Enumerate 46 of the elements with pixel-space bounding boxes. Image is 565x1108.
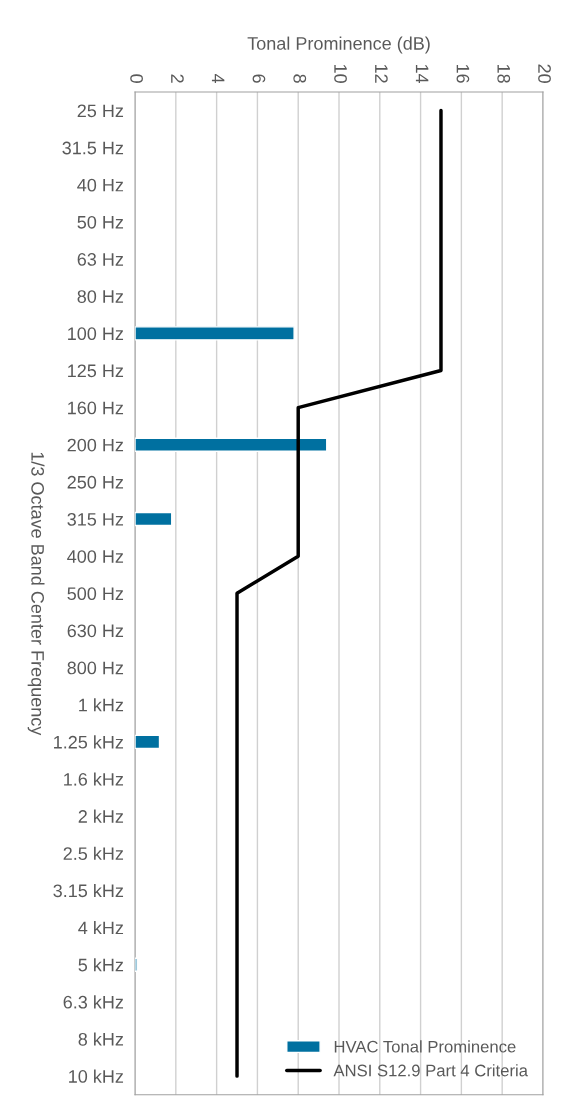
y-tick-label: 2.5 kHz xyxy=(63,846,124,861)
y-tick-label: 3.15 kHz xyxy=(53,883,124,898)
x-tick-label: 8 xyxy=(293,74,307,83)
x-tick-label: 18 xyxy=(497,64,511,83)
y-tick-label: 5 kHz xyxy=(78,958,124,972)
x-tick-label: 20 xyxy=(538,64,551,83)
legend-label: HVAC Tonal Prominence xyxy=(334,1040,516,1053)
x-tick-label: 4 xyxy=(211,74,225,84)
x-tick-label: 10 xyxy=(334,64,347,83)
y-tick-label: 1 kHz xyxy=(79,698,124,712)
x-tick-label: 2 xyxy=(171,74,184,83)
y-tick-label: 400 Hz xyxy=(67,550,124,563)
y-tick-label: 63 Hz xyxy=(77,253,124,266)
x-tick-label: 14 xyxy=(415,64,429,84)
y-tick-label: 80 Hz xyxy=(77,290,124,303)
y-tick-label: 31.5 Hz xyxy=(62,141,124,155)
y-tick-label: 4 kHz xyxy=(78,921,124,935)
y-tick-label: 8 kHz xyxy=(78,1032,124,1046)
x-tick-label: 0 xyxy=(130,74,143,83)
x-tick-label: 16 xyxy=(456,64,470,83)
y-tick-label: 1.6 kHz xyxy=(64,772,124,786)
x-axis-title: Tonal Prominence (dB) xyxy=(247,36,430,54)
y-tick-label: 10 kHz xyxy=(69,1069,124,1083)
y-tick-label: 2 kHz xyxy=(78,809,124,823)
bar xyxy=(135,437,328,452)
y-tick-label: 100 Hz xyxy=(68,327,124,341)
bar xyxy=(135,326,295,341)
y-tick-label: 200 Hz xyxy=(67,438,124,452)
y-tick-label: 125 Hz xyxy=(68,364,124,378)
y-tick-label: 50 Hz xyxy=(77,215,124,229)
y-tick-label: 500 Hz xyxy=(67,587,124,601)
x-tick-label: 12 xyxy=(375,64,388,83)
bar xyxy=(135,511,173,527)
y-tick-label: 800 Hz xyxy=(67,661,124,675)
y-tick-label: 160 Hz xyxy=(68,401,124,415)
y-tick-label: 6.3 kHz xyxy=(63,995,124,1009)
y-axis-title: 1/3 Octave Band Center Frequency xyxy=(27,452,45,736)
y-tick-label: 630 Hz xyxy=(67,624,124,638)
y-tick-label: 1.25 kHz xyxy=(54,735,124,749)
bar xyxy=(135,734,161,750)
x-tick-label: 6 xyxy=(252,74,266,83)
y-tick-label: 40 Hz xyxy=(77,178,124,192)
y-tick-label: 315 Hz xyxy=(67,512,124,526)
legend-label: ANSI S12.9 Part 4 Criteria xyxy=(333,1064,528,1077)
y-tick-label: 250 Hz xyxy=(67,475,124,489)
y-tick-label: 25 Hz xyxy=(77,104,124,118)
